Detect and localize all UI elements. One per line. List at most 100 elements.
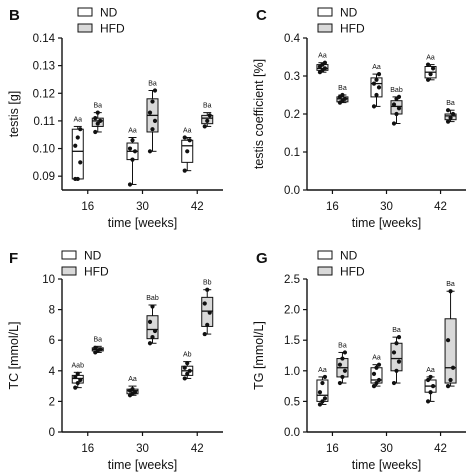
data-point bbox=[147, 149, 153, 154]
data-point bbox=[376, 362, 382, 367]
x-axis-label: time [weeks] bbox=[108, 458, 177, 472]
y-tick-label: 0.13 bbox=[33, 61, 55, 73]
data-point bbox=[394, 368, 399, 373]
x-tick-label: 42 bbox=[434, 443, 447, 455]
data-point bbox=[445, 338, 451, 343]
data-point bbox=[75, 176, 80, 182]
data-point bbox=[98, 118, 103, 124]
data-point bbox=[322, 66, 328, 71]
data-point bbox=[207, 310, 212, 315]
data-point bbox=[202, 331, 207, 337]
box-hfd-30: Bab bbox=[390, 87, 403, 126]
data-point bbox=[95, 110, 100, 115]
y-tick-label: 0.10 bbox=[33, 144, 55, 156]
y-tick-label: 0 bbox=[49, 427, 55, 439]
data-point bbox=[374, 380, 379, 386]
significance-label: Aa bbox=[372, 355, 381, 362]
data-point bbox=[202, 301, 207, 306]
legend-label-nd: ND bbox=[100, 6, 118, 20]
box-nd-30: Aa bbox=[370, 355, 383, 389]
y-tick-label: 0.14 bbox=[33, 33, 56, 45]
legend-swatch-hfd bbox=[317, 23, 333, 33]
data-point bbox=[95, 121, 100, 126]
y-tick-label: 4 bbox=[49, 366, 56, 378]
significance-label: Aa bbox=[183, 127, 192, 134]
data-point bbox=[322, 374, 328, 380]
data-point bbox=[78, 377, 83, 383]
y-tick-label: 0.3 bbox=[284, 71, 300, 83]
box-nd-16: Aa bbox=[71, 116, 84, 182]
box-nd-16: Aa bbox=[316, 367, 329, 407]
data-point bbox=[78, 127, 83, 132]
y-axis-label: TC [mmol/L] bbox=[7, 321, 21, 389]
data-point bbox=[425, 377, 431, 383]
significance-label: Aa bbox=[426, 367, 435, 374]
significance-label: Ba bbox=[446, 100, 455, 107]
significance-label: Aa bbox=[372, 64, 381, 71]
data-point bbox=[152, 88, 158, 93]
box-hfd-42: Ba bbox=[444, 281, 457, 389]
box-hfd-42: Bb bbox=[201, 280, 214, 337]
data-point bbox=[374, 77, 379, 82]
data-point bbox=[396, 335, 402, 340]
data-point bbox=[127, 182, 133, 187]
significance-label: Aa bbox=[426, 55, 435, 62]
legend-swatch-nd bbox=[317, 250, 333, 260]
data-point bbox=[150, 304, 155, 309]
significance-label: Ba bbox=[338, 342, 347, 349]
data-point bbox=[450, 365, 456, 370]
data-point bbox=[75, 380, 80, 386]
data-point bbox=[75, 371, 80, 376]
panel-letter: C bbox=[256, 7, 267, 24]
box-hfd-16: Ba bbox=[336, 342, 349, 386]
box-hfd-16: Ba bbox=[91, 103, 104, 135]
data-point bbox=[202, 124, 207, 129]
y-tick-label: 0.11 bbox=[33, 116, 55, 128]
data-point bbox=[371, 371, 377, 376]
significance-label: Bab bbox=[146, 295, 159, 302]
data-point bbox=[340, 92, 345, 98]
legend-label-hfd: HFD bbox=[84, 265, 109, 279]
y-axis-label: TG [mmol/L] bbox=[252, 321, 266, 390]
box-nd-42: Aa bbox=[424, 55, 437, 82]
data-point bbox=[425, 399, 431, 404]
x-tick-label: 16 bbox=[81, 443, 94, 455]
data-point bbox=[428, 390, 433, 395]
significance-label: Aa bbox=[73, 116, 82, 123]
data-point bbox=[182, 376, 187, 381]
series-nd: Aab Aa Ab bbox=[72, 352, 194, 398]
x-tick-label: 30 bbox=[380, 201, 393, 213]
box-nd-42: Aa bbox=[181, 127, 194, 173]
significance-label: Aa bbox=[128, 376, 137, 383]
data-point bbox=[152, 328, 158, 334]
data-point bbox=[130, 157, 135, 162]
data-point bbox=[394, 341, 399, 346]
box-nd-30: Aa bbox=[370, 64, 383, 109]
box-iqr bbox=[390, 342, 403, 372]
significance-label: Bab bbox=[390, 87, 403, 94]
x-axis-label: time [weeks] bbox=[352, 216, 421, 230]
data-point bbox=[185, 149, 190, 154]
significance-label: Ab bbox=[183, 352, 192, 359]
data-point bbox=[394, 111, 399, 117]
data-point bbox=[448, 377, 453, 383]
box-hfd-42: Ba bbox=[201, 103, 214, 129]
significance-label: Ba bbox=[203, 103, 212, 110]
legend-swatch-hfd bbox=[61, 266, 77, 276]
box-hfd-30: Ba bbox=[146, 81, 159, 154]
box-hfd-16: Ba bbox=[336, 85, 349, 105]
legend: ND HFD bbox=[77, 6, 125, 36]
x-tick-label: 42 bbox=[191, 201, 204, 213]
data-point bbox=[93, 129, 98, 135]
significance-label: Aa bbox=[318, 53, 327, 60]
y-tick-label: 2.0 bbox=[284, 305, 300, 317]
data-point bbox=[391, 380, 397, 386]
significance-label: Aa bbox=[318, 367, 327, 374]
series-hfd: Ba Ba Ba bbox=[91, 81, 214, 154]
data-point bbox=[371, 104, 377, 109]
data-point bbox=[93, 116, 98, 121]
data-point bbox=[374, 365, 379, 370]
data-point bbox=[130, 387, 135, 392]
legend-label-nd: ND bbox=[84, 249, 102, 263]
significance-label: Ba bbox=[148, 81, 157, 88]
